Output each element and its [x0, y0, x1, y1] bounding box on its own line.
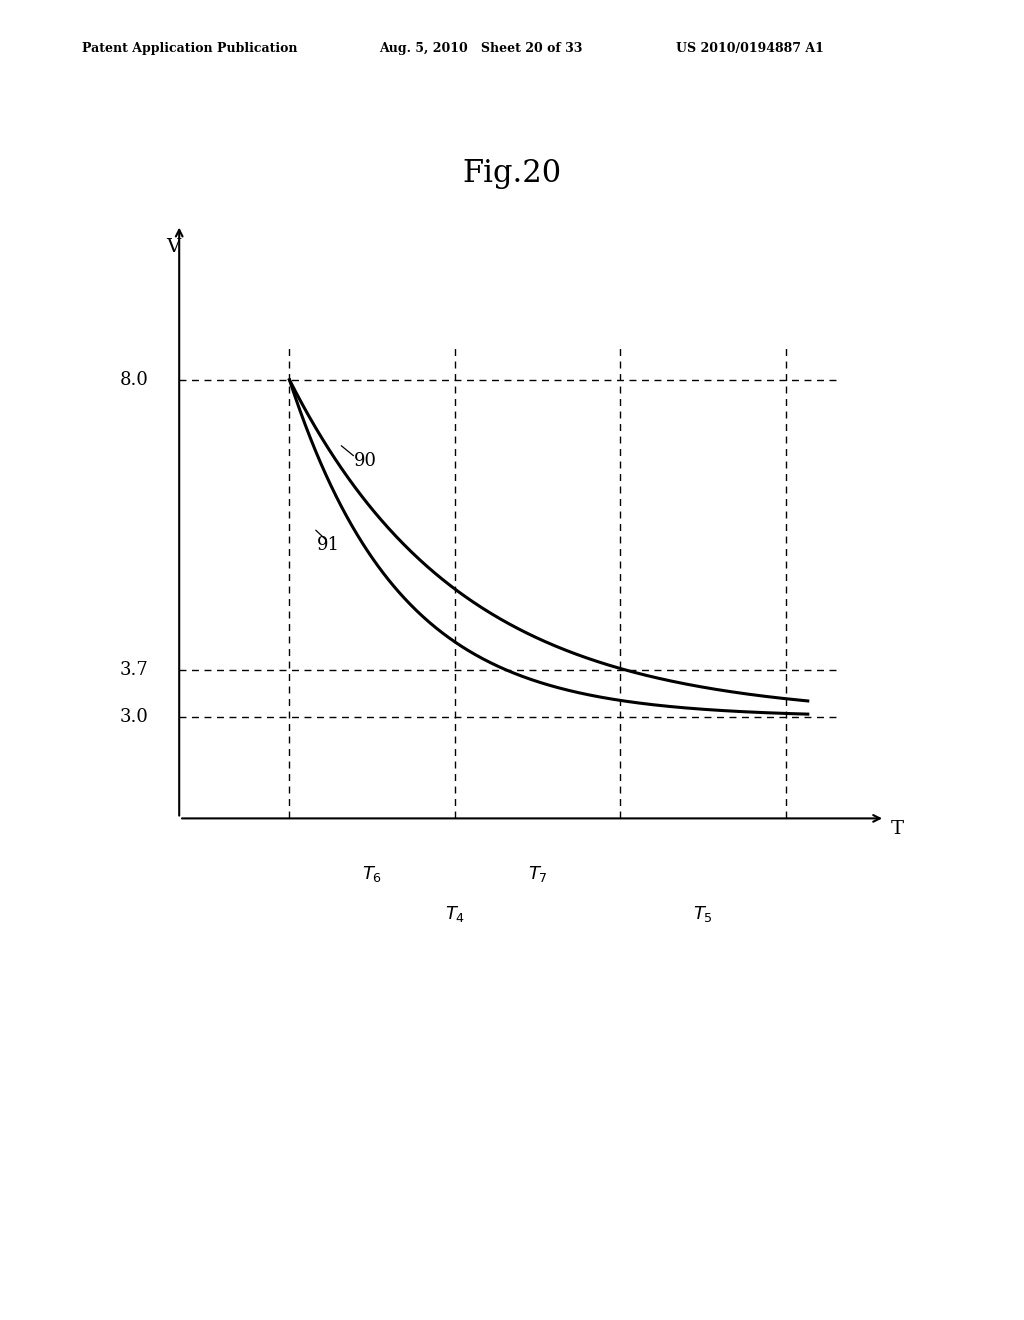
Text: Patent Application Publication: Patent Application Publication [82, 42, 297, 55]
Text: 90: 90 [353, 451, 377, 470]
Text: 91: 91 [317, 536, 340, 554]
Text: $T_5$: $T_5$ [693, 904, 713, 924]
Text: 3.7: 3.7 [120, 661, 148, 678]
Text: 8.0: 8.0 [120, 371, 148, 389]
Text: $T_6$: $T_6$ [362, 863, 382, 883]
Text: Aug. 5, 2010   Sheet 20 of 33: Aug. 5, 2010 Sheet 20 of 33 [379, 42, 583, 55]
Text: T: T [891, 820, 903, 837]
Text: V: V [167, 238, 181, 256]
Text: 3.0: 3.0 [120, 709, 148, 726]
Text: Fig.20: Fig.20 [463, 158, 561, 189]
Text: $T_4$: $T_4$ [444, 904, 465, 924]
Text: $T_7$: $T_7$ [527, 863, 548, 883]
Text: US 2010/0194887 A1: US 2010/0194887 A1 [676, 42, 823, 55]
